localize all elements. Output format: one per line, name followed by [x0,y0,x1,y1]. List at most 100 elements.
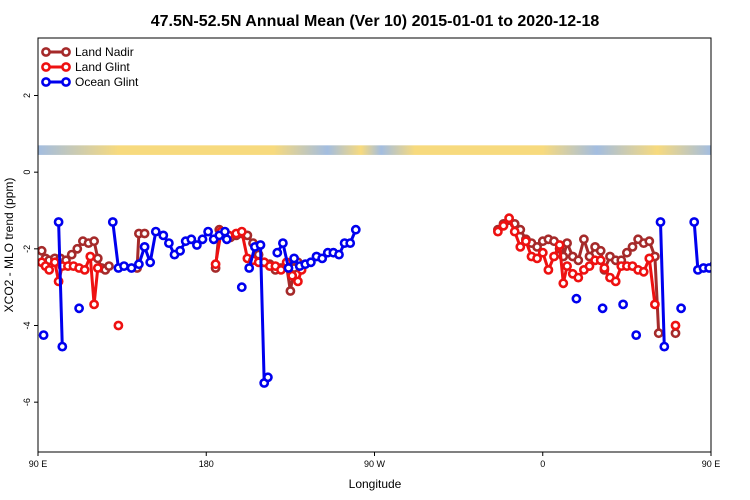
legend-swatch-point [61,62,71,72]
x-tick-label: 0 [540,459,545,469]
data-point [38,245,47,256]
data-point [139,228,150,239]
y-axis: 2 0 -2 -4 -6 [22,93,38,406]
data-point [644,236,655,247]
data-point [89,299,99,310]
data-point [305,257,316,268]
data-point [276,264,286,275]
y-tick-label: -6 [22,398,32,406]
data-point [236,282,247,293]
data-point [573,272,584,283]
data-point [515,241,526,252]
data-point [107,217,118,227]
data-point [283,263,294,273]
data-point [221,234,232,245]
data-point [610,276,621,287]
data-point [571,293,582,304]
data-point [145,257,156,268]
x-tick-label: 90 E [702,459,721,469]
data-point [498,220,509,231]
data-point [139,241,150,252]
data-point [345,238,356,248]
legend-label: Land Nadir [75,45,134,59]
data-point [289,253,299,264]
data-point [158,230,169,241]
data-point [92,253,103,264]
legend-swatch-point [61,77,71,87]
x-axis-label: Longitude [349,477,402,491]
data-point [504,213,514,224]
data-point [650,299,660,310]
x-axis: 90 E 180 90 W 0 90 E [29,452,721,469]
series-line [692,221,711,272]
series-ocean-glint [38,217,741,388]
data-point [163,238,174,248]
data-point [92,263,103,273]
data-point [532,253,542,264]
data-point [722,259,729,266]
data-point [562,261,572,271]
data-point [573,255,584,266]
data-point [203,226,213,237]
data-point [53,217,64,227]
data-point [334,249,344,260]
y-tick-label: 0 [22,170,32,175]
data-point [150,226,161,237]
mask-band-fill [38,145,711,155]
legend-label: Land Glint [75,60,130,74]
data-point [219,226,230,237]
data-point [655,217,666,227]
series-line [57,221,64,347]
series-line [659,221,666,347]
data-point [584,261,595,271]
y-tick-label: -2 [22,245,32,253]
legend-label: Ocean Glint [75,75,139,89]
y-axis-label: XCO2 - MLO trend (ppm) [2,178,16,313]
data-point [562,238,572,248]
data-point [191,240,202,250]
data-point [670,328,681,339]
x-tick-label: 90 W [364,459,386,469]
land-ocean-mask-band [38,145,711,155]
data-point [595,255,606,266]
data-point [532,241,542,252]
y-tick-label: -4 [22,321,32,329]
data-point [272,247,283,258]
data-point [521,236,531,247]
data-point [509,226,520,237]
data-point [558,278,569,289]
data-point [85,251,96,262]
data-point [186,234,197,245]
data-point [644,253,655,264]
x-tick-label: 180 [199,459,214,469]
data-point [317,253,328,264]
data-point [595,245,606,256]
data-point [255,240,266,250]
data-point [717,243,724,250]
legend-swatch-point [41,62,51,72]
data-point [689,217,700,227]
data-point [197,234,208,245]
legend-swatch-point [61,47,71,57]
data-point [74,303,84,314]
data-point [728,228,735,235]
data-point [537,247,548,258]
data-point [676,303,686,314]
data-point [49,257,60,268]
data-point [631,330,642,340]
data-point [262,372,273,383]
data-point [285,286,296,296]
data-point [104,261,114,271]
data-point [734,232,741,239]
x-tick-label: 90 E [29,459,48,469]
data-point [292,276,303,287]
data-point [126,263,137,273]
data-point [622,247,632,258]
data-point [492,226,503,237]
data-point [119,261,129,271]
data-point [57,341,68,352]
data-point [653,328,664,339]
y-tick-label: 2 [22,93,32,98]
data-point [350,224,361,235]
data-point [113,320,124,331]
